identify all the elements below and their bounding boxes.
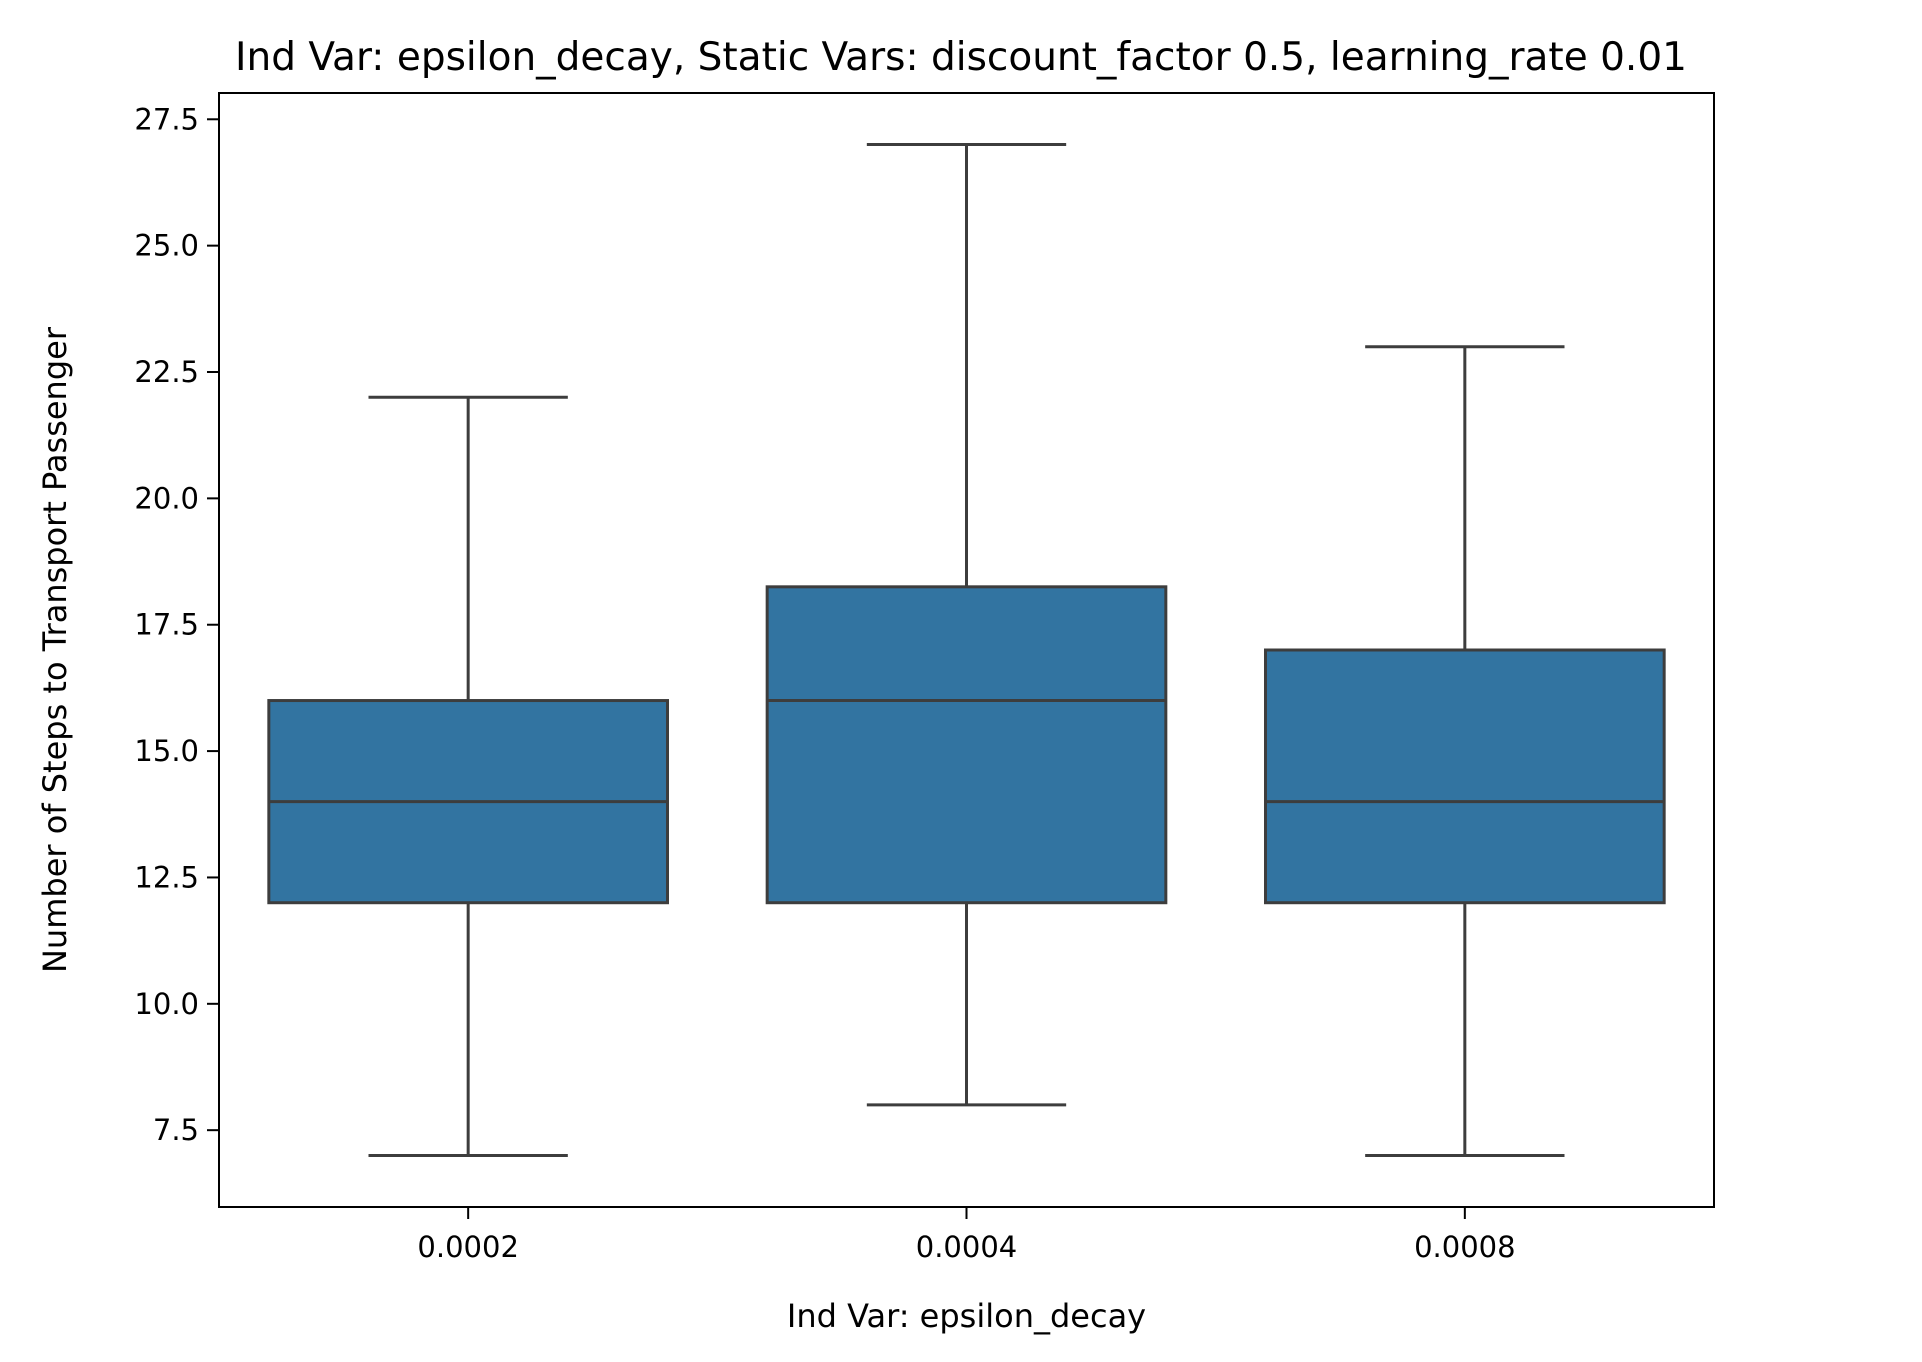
x-axis: 0.0002 0.0004 0.0008 — [417, 1207, 1516, 1264]
y-tick-label: 27.5 — [134, 102, 199, 136]
x-tick-label: 0.0008 — [1414, 1230, 1515, 1264]
x-axis-label: Ind Var: epsilon_decay — [787, 1297, 1146, 1335]
x-tick-label: 0.0004 — [916, 1230, 1017, 1264]
y-tick-label: 25.0 — [134, 229, 199, 263]
y-tick-label: 20.0 — [134, 481, 199, 515]
boxes-group — [267, 143, 1666, 1157]
y-tick-label: 7.5 — [153, 1113, 199, 1147]
y-tick-label: 22.5 — [134, 355, 199, 389]
box-0.0002 — [267, 395, 669, 1157]
box-0.0008 — [1264, 345, 1666, 1157]
y-tick-label: 17.5 — [134, 608, 199, 642]
y-axis-label: Number of Steps to Transport Passenger — [36, 326, 74, 973]
box-0.0004 — [765, 143, 1168, 1107]
y-tick-label: 15.0 — [134, 734, 199, 768]
y-axis: 7.5 10.0 12.5 15.0 17.5 20.0 22.5 25.0 27.5 — [134, 102, 219, 1147]
chart-title: Ind Var: epsilon_decay, Static Vars: dis… — [235, 35, 1687, 80]
iqr-box — [1264, 648, 1666, 905]
y-tick-label: 12.5 — [134, 860, 199, 894]
y-tick-label: 10.0 — [134, 987, 199, 1021]
iqr-box — [765, 585, 1168, 905]
x-tick-label: 0.0002 — [417, 1230, 518, 1264]
